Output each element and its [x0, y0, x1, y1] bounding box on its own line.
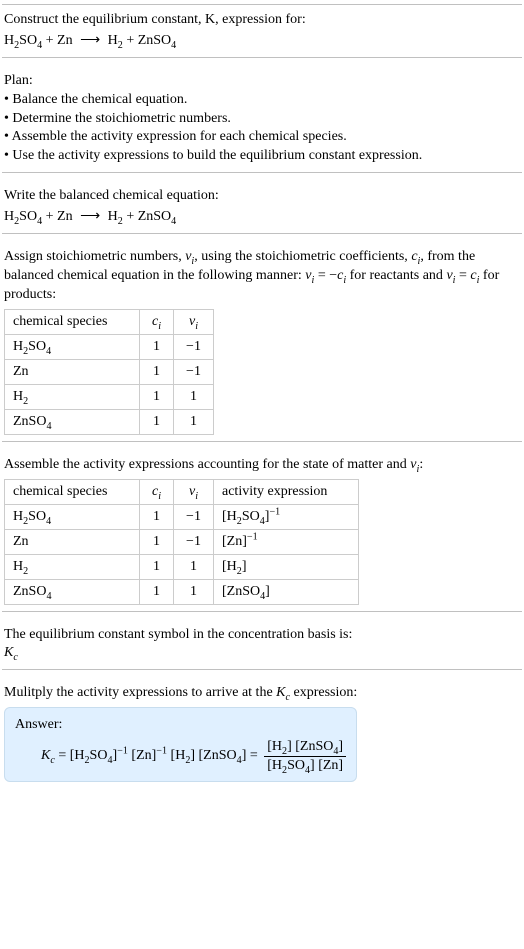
table-header-row: chemical species ci νi activity expressi…	[5, 479, 359, 504]
answer-box: Answer: Kc = [H2SO4]−1 [Zn]−1 [H2] [ZnSO…	[4, 707, 357, 782]
kcsymbol-symbol: Kc	[4, 644, 520, 663]
table-row: H2 1 1 [H2]	[5, 554, 359, 579]
table-row: H2SO4 1 −1 [H2SO4]−1	[5, 504, 359, 529]
plan-bullet-0: • Balance the chemical equation.	[4, 91, 520, 110]
balanced-section: Write the balanced chemical equation: H2…	[2, 181, 522, 234]
final-intro: Mulitply the activity expressions to arr…	[4, 684, 520, 703]
answer-label: Answer:	[15, 716, 346, 735]
activity-table: chemical species ci νi activity expressi…	[4, 479, 359, 605]
table-row: ZnSO4 1 1 [ZnSO4]	[5, 579, 359, 604]
kcsymbol-line1: The equilibrium constant symbol in the c…	[4, 626, 520, 645]
intro-line1: Construct the equilibrium constant, K, e…	[4, 11, 520, 30]
activity-intro: Assemble the activity expressions accoun…	[4, 456, 520, 475]
kcsymbol-section: The equilibrium constant symbol in the c…	[2, 620, 522, 671]
intro-section: Construct the equilibrium constant, K, e…	[2, 4, 522, 58]
table-row: Zn 1 −1 [Zn]−1	[5, 529, 359, 554]
activity-section: Assemble the activity expressions accoun…	[2, 450, 522, 612]
table-header-row: chemical species ci νi	[5, 309, 214, 334]
stoich-h1: ci	[140, 309, 174, 334]
plan-bullet-3: • Use the activity expressions to build …	[4, 147, 520, 166]
plan-section: Plan: • Balance the chemical equation. •…	[2, 66, 522, 173]
stoich-h2: νi	[174, 309, 214, 334]
stoich-section: Assign stoichiometric numbers, νi, using…	[2, 242, 522, 442]
table-row: H2 1 1	[5, 384, 214, 409]
balanced-equation: H2SO4 + Zn ⟶ H2 + ZnSO4	[4, 208, 520, 227]
balanced-title: Write the balanced chemical equation:	[4, 187, 520, 206]
kc-expression: Kc = [H2SO4]−1 [Zn]−1 [H2] [ZnSO4] = [H2…	[15, 739, 346, 773]
plan-title: Plan:	[4, 72, 520, 91]
plan-bullet-2: • Assemble the activity expression for e…	[4, 128, 520, 147]
stoich-intro: Assign stoichiometric numbers, νi, using…	[4, 248, 520, 305]
table-row: H2SO4 1 −1	[5, 334, 214, 359]
intro-equation: H2SO4 + Zn ⟶ H2 + ZnSO4	[4, 32, 520, 51]
stoich-table: chemical species ci νi H2SO4 1 −1 Zn 1 −…	[4, 309, 214, 435]
final-section: Mulitply the activity expressions to arr…	[2, 678, 522, 788]
plan-bullet-1: • Determine the stoichiometric numbers.	[4, 110, 520, 129]
table-row: ZnSO4 1 1	[5, 409, 214, 434]
table-row: Zn 1 −1	[5, 359, 214, 384]
stoich-h0: chemical species	[5, 309, 140, 334]
